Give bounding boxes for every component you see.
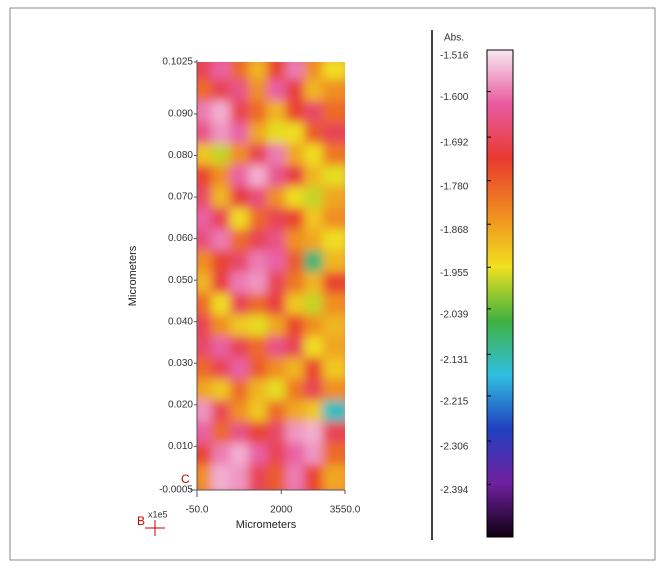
colorbar [486,49,514,538]
y-tick-label: 0.020 [168,399,193,410]
colorbar-tick-label: -1.780 [440,181,469,192]
colorbar-tick-label: -1.955 [440,268,469,279]
x-tick-label: 2000 [270,505,293,516]
origin-marker [145,520,165,536]
y-tick-label: 0.1025 [162,57,193,68]
x-tick-label: -50.0 [186,505,209,516]
colorbar-tick-label: -2.215 [440,397,469,408]
y-tick-label: 0.090 [168,109,193,120]
y-tick-label: 0.030 [168,358,193,369]
colorbar-tick-label: -1.516 [440,51,469,62]
colorbar-title: Abs. [444,33,464,44]
frame [9,7,656,561]
x-axis-title: Micrometers [236,519,297,531]
heatmap-cells [197,62,345,490]
y-tick-label: -0.0005 [159,485,193,496]
y-tick-label: 0.040 [168,316,193,327]
colorbar-tick-label: -1.868 [440,225,469,236]
colorbar-tick-label: -2.131 [440,355,469,366]
colorbar-tick-label: -1.600 [440,92,469,103]
y-tick-label: 0.010 [168,441,193,452]
colorbar-tick-label: -2.306 [440,442,469,453]
x-tick-label: 3550.0 [330,505,361,516]
y-tick-label: 0.080 [168,150,193,161]
heatmap [197,62,345,490]
colorbar-tick-label: -2.394 [440,485,469,496]
y-tick-label: 0.050 [168,275,193,286]
colorbar-tick-label: -1.692 [440,138,469,149]
annotation: C [181,472,190,486]
y-axis-title: Micrometers [127,245,139,306]
heat-cell [322,464,345,490]
colorbar-tick-label: -2.039 [440,309,469,320]
y-tick-label: 0.060 [168,233,193,244]
y-tick-label: 0.070 [168,192,193,203]
annotation: B [137,514,145,528]
annotation: x1e5 [148,509,168,519]
